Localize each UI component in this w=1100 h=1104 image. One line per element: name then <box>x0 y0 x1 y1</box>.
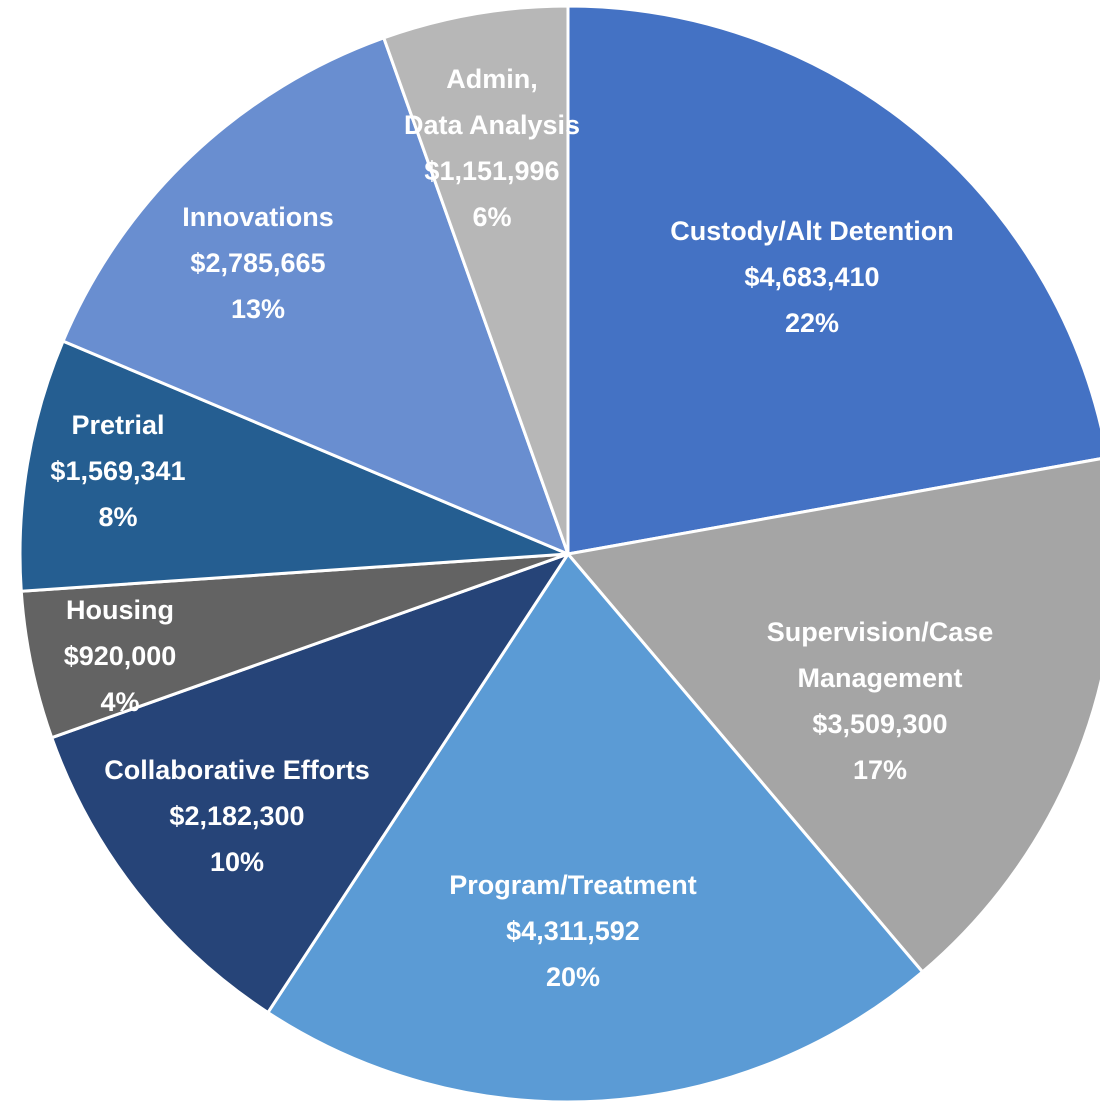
category-label: Housing <box>66 595 174 625</box>
category-label: Innovations <box>182 202 334 232</box>
share-label: 22% <box>784 308 840 338</box>
value-label: $1,151,996 <box>424 156 560 186</box>
slice <box>50 552 570 1015</box>
value-label: $1,569,341 <box>50 456 186 486</box>
category-label: Supervision/Case Management <box>766 617 994 693</box>
share-label: 10% <box>209 847 265 877</box>
slice <box>266 552 925 1104</box>
share-label: 20% <box>545 962 601 992</box>
slice-label: Custody/Alt Detention $4,683,410 22% <box>670 208 954 346</box>
category-label: Collaborative Efforts <box>104 755 370 785</box>
category-label: Program/Treatment <box>449 870 697 900</box>
category-label: Pretrial <box>71 410 165 440</box>
slice-label: Supervision/Case Management $3,509,300 17% <box>767 609 994 793</box>
slice <box>18 339 570 593</box>
slice-label: Admin, Data Analysis $1,151,996 6% <box>404 56 580 240</box>
value-label: $2,785,665 <box>190 248 326 278</box>
value-label: $920,000 <box>63 641 177 671</box>
slice-label: Housing $920,000 4% <box>64 587 177 725</box>
category-label: Admin, Data Analysis <box>403 64 581 140</box>
value-label: $2,182,300 <box>169 801 305 831</box>
share-label: 17% <box>852 755 908 785</box>
value-label: $4,311,592 <box>506 916 640 946</box>
share-label: 6% <box>472 202 512 232</box>
share-label: 8% <box>98 502 138 532</box>
slice-label: Pretrial $1,569,341 8% <box>50 402 185 540</box>
slice <box>382 4 570 556</box>
slice <box>61 36 570 556</box>
value-label: $3,509,300 <box>812 709 948 739</box>
slice-label: Program/Treatment $4,311,592 20% <box>449 862 697 1000</box>
category-label: Custody/Alt Detention <box>670 216 954 246</box>
share-label: 4% <box>100 687 140 717</box>
slice-label: Innovations $2,785,665 13% <box>182 194 334 332</box>
slice-label: Collaborative Efforts $2,182,300 10% <box>104 747 370 885</box>
slice <box>566 457 1100 974</box>
slice <box>566 4 1100 556</box>
value-label: $4,683,410 <box>744 262 880 292</box>
share-label: 13% <box>230 294 286 324</box>
